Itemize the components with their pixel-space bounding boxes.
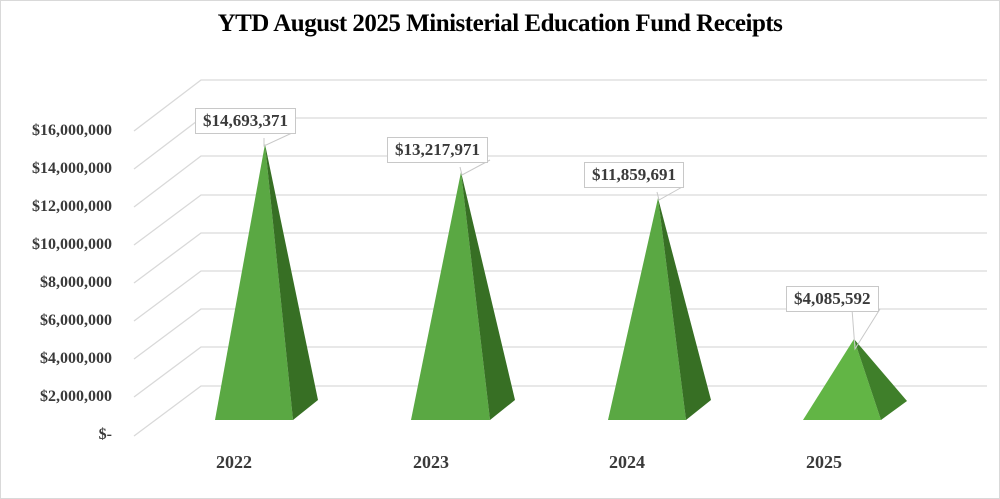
y-tick-14m: $14,000,000 bbox=[32, 160, 112, 177]
data-label-2023: $13,217,971 bbox=[387, 137, 488, 163]
gridlines bbox=[133, 79, 987, 437]
y-tick-4m: $4,000,000 bbox=[40, 350, 112, 367]
y-tick-6m: $6,000,000 bbox=[40, 312, 112, 329]
x-tick-2025: 2025 bbox=[806, 452, 842, 472]
x-tick-2023: 2023 bbox=[413, 452, 449, 472]
x-tick-2024: 2024 bbox=[609, 452, 645, 472]
bar-2024[interactable] bbox=[608, 198, 711, 420]
data-label-2024: $11,859,691 bbox=[584, 162, 685, 188]
data-label-2022: $14,693,371 bbox=[195, 108, 296, 134]
bar-2022[interactable] bbox=[215, 144, 318, 420]
y-tick-2m: $2,000,000 bbox=[40, 388, 112, 405]
y-tick-16m: $16,000,000 bbox=[32, 122, 112, 139]
x-tick-2022: 2022 bbox=[216, 452, 252, 472]
y-tick-12m: $12,000,000 bbox=[32, 198, 112, 215]
data-label-2025: $4,085,592 bbox=[786, 286, 879, 312]
chart-title: YTD August 2025 Ministerial Education Fu… bbox=[217, 10, 783, 37]
y-tick-0: $- bbox=[98, 426, 112, 443]
bar-2025[interactable] bbox=[803, 339, 907, 420]
y-tick-8m: $8,000,000 bbox=[40, 274, 112, 291]
y-tick-10m: $10,000,000 bbox=[32, 236, 112, 253]
label-leaders bbox=[263, 132, 881, 351]
bar-2023[interactable] bbox=[411, 172, 515, 420]
